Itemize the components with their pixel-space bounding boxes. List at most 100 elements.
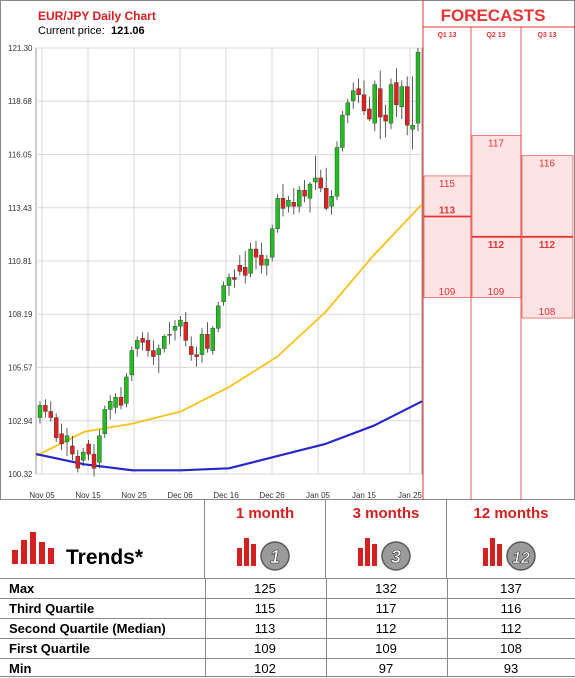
forecast-median-label: 112 [539,240,556,251]
candle-body [107,401,113,410]
trend-row-median: Second Quartile (Median) 113 112 112 [0,618,575,638]
value-1-month: 102 [254,661,276,676]
candle-body [80,451,86,461]
candle-body [318,177,323,189]
candle-body [118,397,124,406]
header-12-months: 12 months 12 [447,500,575,578]
badge-1-month: 1 [270,547,280,567]
candle-body [134,340,140,349]
value-12-months: 108 [500,641,522,656]
value-3-months: 109 [375,641,397,656]
forecast-median-label: 112 [488,240,505,251]
value-1-month: 113 [254,621,276,636]
forecast-q3-label: 115 [439,179,455,190]
candle-body [329,196,334,207]
value-1-month: 125 [254,581,276,596]
candle-body [113,397,118,408]
candle-body [59,433,64,445]
value-12-months: 116 [500,601,522,616]
value-1-month: 109 [254,641,276,656]
value-12-months: 137 [500,581,522,596]
header-3-months: 3 months 3 [326,500,447,578]
candle-body [156,348,162,355]
candle-body [259,254,264,266]
y-tick-label: 113.43 [8,204,32,213]
candle-body [194,354,199,357]
candle-body [64,435,70,443]
candle-body [215,305,221,329]
x-tick-label: Jan 05 [306,491,331,500]
forecast-q1-label: 109 [488,287,505,298]
forecast-col-label: Q1 13 [437,32,456,39]
candle-body [145,340,151,351]
value-3-months: 97 [378,661,394,676]
y-tick-label: 100.32 [8,470,33,479]
trends-header-cell: Trends* [0,500,205,578]
ma-line-2 [35,400,423,472]
y-tick-label: 108.19 [8,310,33,319]
ma-line-1 [35,203,423,457]
candle-body [297,189,302,207]
candle-body [54,417,59,439]
candle-body [286,200,291,207]
candle-body [199,334,205,355]
x-tick-label: Nov 15 [75,491,101,500]
eurjpy-chart: Q1 13 115 113 109 Q2 13 117 112 109 Q3 13 116 112 1… [0,0,575,500]
candle-body [334,147,340,197]
forecast-col-label: Q2 13 [486,32,505,39]
candle-body [345,102,350,116]
candle-body [383,114,388,122]
candle-body [48,411,53,418]
forecast-band [423,175,472,299]
candle-body [221,285,226,303]
candle-body [405,86,410,126]
y-tick-label: 105.57 [8,363,33,372]
forecast-q3-label: 117 [488,138,504,149]
horizon-3-months-icon: 3 [358,538,411,571]
y-tick-label: 118.68 [8,97,32,106]
candle-body [356,88,361,95]
row-label: Max [9,581,35,596]
candle-body [237,265,243,272]
candle-body [97,435,102,463]
candle-body [188,346,194,355]
candle-body [291,202,296,207]
candle-body [399,86,404,108]
candle-body [226,277,232,286]
candle-body [151,350,156,357]
forecast-q1-label: 108 [539,307,556,318]
candle-body [275,198,280,229]
candle-body [313,177,318,183]
header-label-3-months: 3 months [352,505,420,522]
candle-body [167,334,172,336]
current-price-value: 121.06 [111,25,145,37]
candle-body [140,338,145,343]
y-tick-label: 102.94 [8,417,33,426]
candle-body [351,90,356,101]
candle-body [302,189,307,197]
horizon-1-month-icon: 1 [237,538,290,571]
row-label: Min [9,661,32,676]
candle-body [70,445,75,455]
y-tick-label: 121.30 [8,44,33,53]
forecast-q1-label: 109 [439,287,456,298]
candle-body [161,336,167,349]
trend-row-max: Max 125 132 137 [0,578,575,598]
current-price-label: Current price: [38,25,105,37]
header-label-12-months: 12 months [473,505,549,522]
candle-body [280,198,286,209]
header-label-1-month: 1 month [235,505,295,522]
chart-title: EUR/JPY Daily Chart [38,9,156,23]
horizon-12-months-icon: 12 [483,538,536,571]
forecasts-title: FORECASTS [441,6,546,25]
value-3-months: 112 [375,621,397,636]
x-tick-label: Nov 05 [29,491,55,500]
candle-body [86,443,91,455]
x-tick-label: Jan 25 [398,491,423,500]
trends-panel: Trends* 1 month 1 3 months 3 12 months 1… [0,500,575,677]
candle-body [124,376,129,404]
candle-body [43,405,48,412]
candle-body [378,88,383,118]
trend-row-min: Min 102 97 93 [0,658,575,678]
candle-body [372,84,377,124]
